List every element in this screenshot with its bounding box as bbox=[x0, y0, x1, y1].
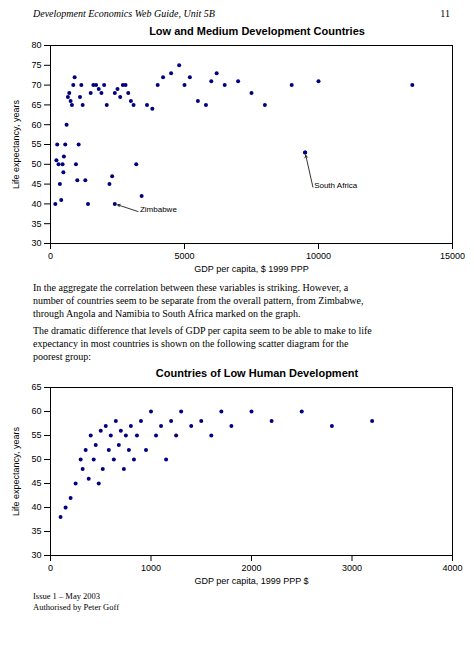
svg-text:Zimbabwe: Zimbabwe bbox=[140, 205, 177, 214]
svg-text:10000: 10000 bbox=[306, 251, 331, 261]
svg-text:South Africa: South Africa bbox=[314, 181, 358, 190]
svg-text:45: 45 bbox=[31, 179, 41, 189]
svg-text:3000: 3000 bbox=[342, 563, 362, 573]
svg-text:75: 75 bbox=[31, 60, 41, 70]
svg-text:0: 0 bbox=[48, 563, 53, 573]
svg-text:1000: 1000 bbox=[141, 563, 161, 573]
svg-text:50: 50 bbox=[31, 454, 41, 464]
svg-text:40: 40 bbox=[31, 502, 41, 512]
svg-text:2000: 2000 bbox=[241, 563, 261, 573]
html-text:Low and Medium Development Cou: Low and Medium Development Countries bbox=[149, 25, 365, 37]
html-text:Countries of Low Human Develop: Countries of Low Human Development bbox=[155, 367, 359, 379]
svg-text:4000: 4000 bbox=[442, 563, 462, 573]
svg-text:50: 50 bbox=[31, 159, 41, 169]
svg-text:65: 65 bbox=[31, 100, 41, 110]
svg-text:Life expectancy, years: Life expectancy, years bbox=[11, 100, 21, 189]
svg-text:30: 30 bbox=[31, 550, 41, 560]
html-text:Issue 1 – May 2003: Issue 1 – May 2003 bbox=[33, 591, 101, 601]
svg-text:Life expectancy, years: Life expectancy, years bbox=[11, 427, 21, 516]
svg-text:GDP per capita, 1999 PPP $: GDP per capita, 1999 PPP $ bbox=[194, 576, 308, 586]
html-text:Authorised by Peter Goff: Authorised by Peter Goff bbox=[33, 602, 119, 612]
html-text:The dramatic difference that l: The dramatic difference that levels of G… bbox=[33, 325, 372, 362]
svg-text:65: 65 bbox=[31, 382, 41, 392]
svg-text:35: 35 bbox=[31, 526, 41, 536]
html-text:In the aggregate the correlati: In the aggregate the correlation between… bbox=[33, 282, 364, 319]
svg-text:5000: 5000 bbox=[174, 251, 194, 261]
svg-text:30: 30 bbox=[31, 238, 41, 248]
svg-text:60: 60 bbox=[31, 120, 41, 130]
svg-text:GDP per capita, $ 1999 PPP: GDP per capita, $ 1999 PPP bbox=[194, 264, 308, 274]
svg-text:55: 55 bbox=[31, 430, 41, 440]
html-text:11: 11 bbox=[440, 8, 450, 19]
svg-text:45: 45 bbox=[31, 478, 41, 488]
svg-text:60: 60 bbox=[31, 406, 41, 416]
svg-text:15000: 15000 bbox=[440, 251, 465, 261]
svg-text:0: 0 bbox=[48, 251, 53, 261]
svg-text:40: 40 bbox=[31, 199, 41, 209]
svg-text:80: 80 bbox=[31, 40, 41, 50]
svg-text:70: 70 bbox=[31, 80, 41, 90]
html-text:Development Economics Web Guid: Development Economics Web Guide, Unit 5B bbox=[33, 8, 215, 19]
svg-text:55: 55 bbox=[31, 139, 41, 149]
svg-text:35: 35 bbox=[31, 219, 41, 229]
